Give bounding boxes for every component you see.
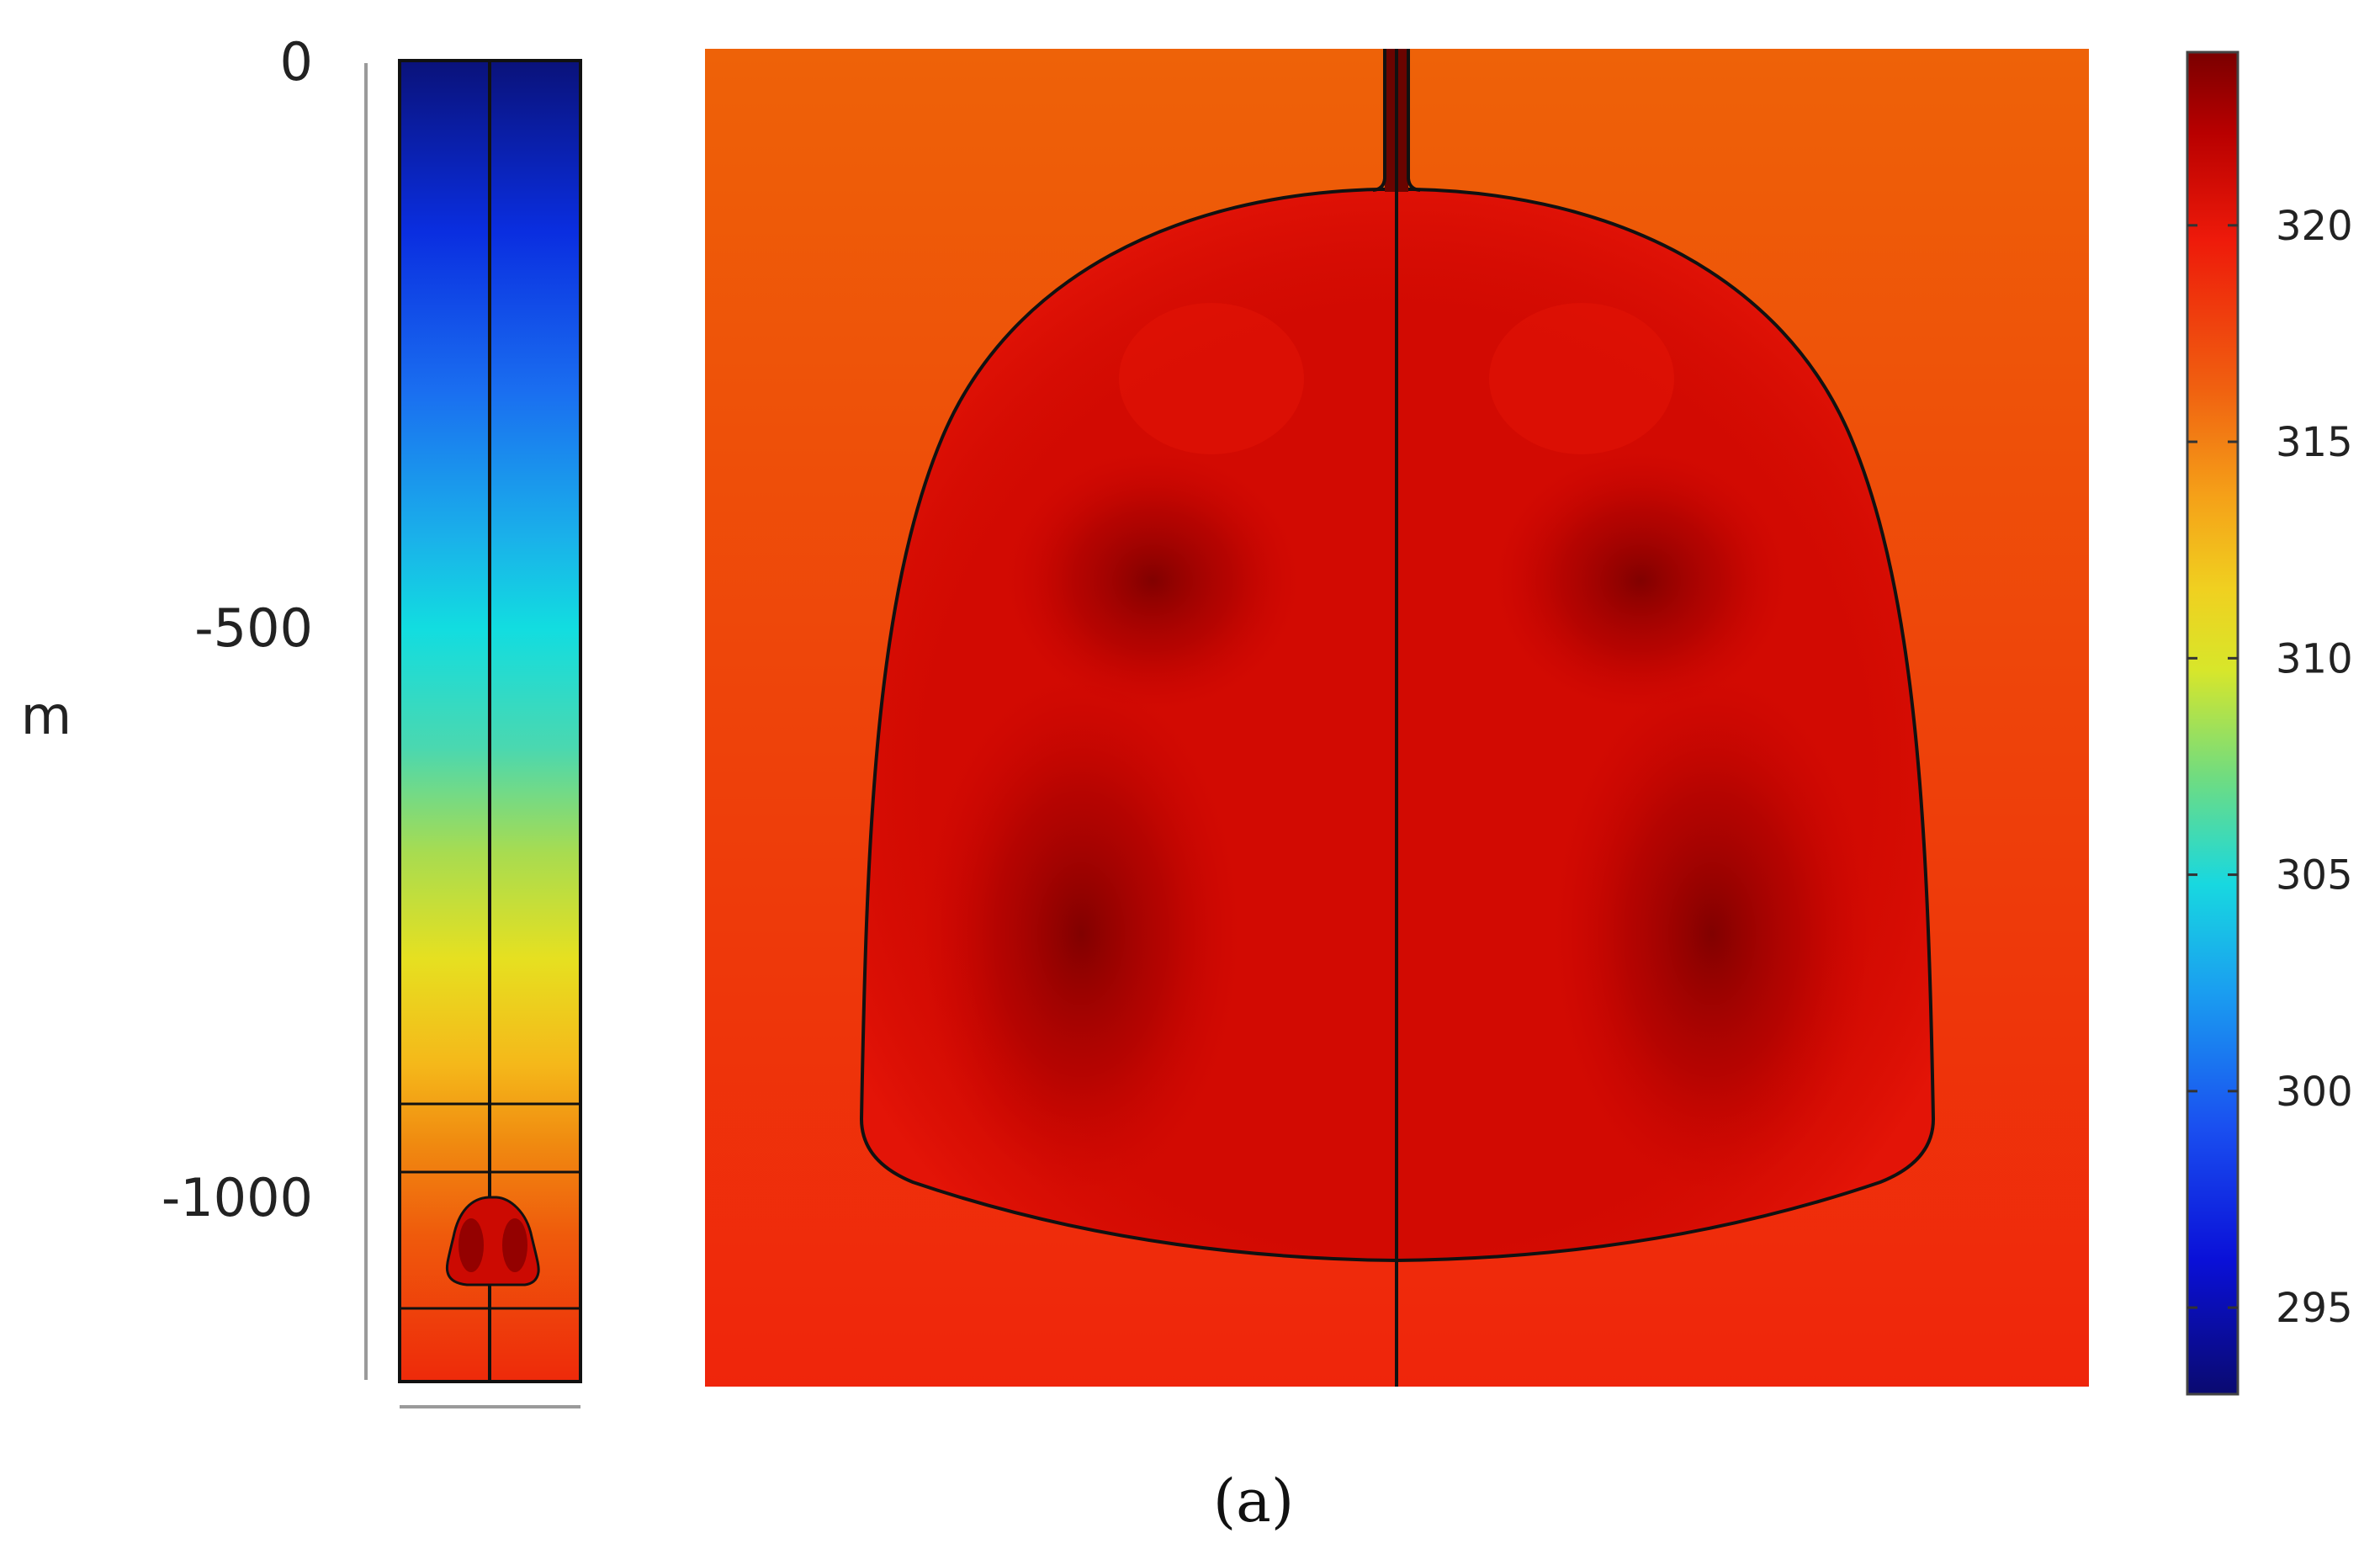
- y-axis-label: m: [21, 685, 72, 746]
- figure-caption: (a): [1213, 1467, 1294, 1536]
- colorbar-tick-label: 315: [2276, 419, 2353, 466]
- colorbar-tick-label: 320: [2276, 203, 2353, 250]
- colorbar-tick-label: 300: [2276, 1069, 2353, 1116]
- colorbar-tick-label: 305: [2276, 852, 2353, 899]
- colorbar-ticks: 320 315 310 305 300 295: [2187, 203, 2353, 1332]
- y-tick-label-minus-1000: -1000: [162, 1167, 313, 1228]
- hot-zone-upper-left: [1005, 450, 1300, 711]
- colorbar-tick-label: 310: [2276, 635, 2353, 682]
- hot-zone-lower-right: [1552, 673, 1872, 1195]
- colorbar-gradient: [2186, 50, 2240, 1396]
- column-panel: 0 -500 -1000 m: [21, 31, 582, 1408]
- wellbore: [1372, 49, 1421, 1387]
- mini-cavern: [445, 1196, 540, 1286]
- y-tick-label-minus-500: -500: [194, 597, 313, 659]
- colorbar-tick-label: 295: [2276, 1285, 2353, 1332]
- cavern-panel: [705, 49, 2089, 1387]
- hot-zone-lower-left: [921, 673, 1241, 1195]
- colorbar: 320 315 310 305 300 295: [2186, 50, 2353, 1396]
- y-tick-label-0: 0: [280, 31, 313, 93]
- hot-zone-upper-right: [1493, 450, 1788, 711]
